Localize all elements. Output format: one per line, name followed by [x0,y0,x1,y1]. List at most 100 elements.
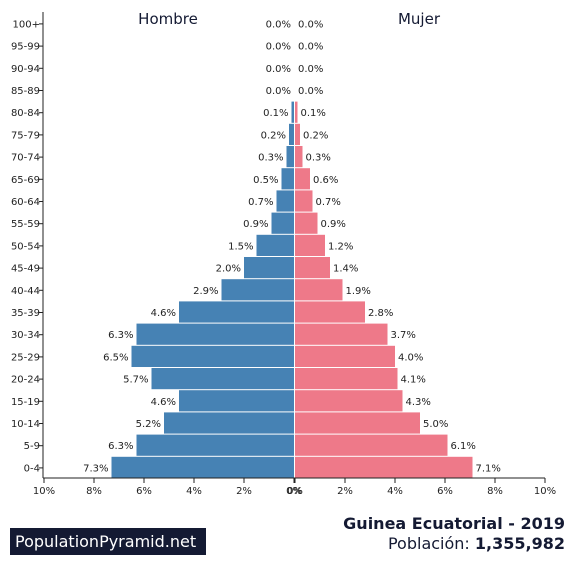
female-value-label: 0.1% [301,108,326,119]
female-value-label: 4.1% [401,375,426,386]
age-label: 65-69 [11,175,40,186]
male-value-label: 0.0% [266,19,291,30]
bar-female-0-4 [295,456,473,478]
age-label: 90-94 [11,64,40,75]
female-value-label: 5.0% [423,419,448,430]
age-label: 5-9 [24,441,40,452]
male-value-label: 0.9% [243,219,268,230]
male-value-label: 6.3% [108,330,133,341]
age-label: 50-54 [11,241,40,252]
bar-female-10-14 [295,412,420,434]
x-tick-label: 0% [287,486,303,497]
bar-male-40-44 [221,279,294,301]
female-value-label: 6.1% [451,441,476,452]
bar-male-15-19 [179,390,294,412]
female-value-label: 0.0% [298,42,323,53]
male-value-label: 1.5% [228,241,253,252]
male-value-label: 7.3% [83,463,108,474]
female-value-label: 2.8% [368,308,393,319]
male-value-label: 6.3% [108,441,133,452]
age-label: 40-44 [11,286,40,297]
male-value-label: 0.1% [263,108,288,119]
legend-male: Hombre [138,10,198,28]
bar-male-10-14 [164,412,294,434]
male-value-label: 0.0% [266,64,291,75]
value-labels: 7.3% 7.1% 6.3% 6.1% 5.2% 5.0% 4.6% 4.3% 5.7% 4.1%… [83,19,501,474]
x-tick-label: 6% [136,486,152,497]
bar-male-55-59 [271,212,294,234]
male-bars [111,101,294,478]
brand-logo: PopulationPyramid.net [10,528,206,555]
axes: 10% 8% 6% 4% 2% 0%0% 2% 4% 6% 8% 10% [33,12,556,497]
x-tick-label: 4% [387,486,403,497]
bar-male-30-34 [136,323,294,345]
x-tick-label: 8% [86,486,102,497]
bar-female-25-29 [295,345,395,367]
age-label: 70-74 [11,153,40,164]
bar-male-35-39 [179,301,294,323]
x-tick-label: 2% [236,486,252,497]
female-value-label: 0.3% [306,153,331,164]
male-value-label: 0.0% [266,42,291,53]
bar-female-45-49 [295,257,330,279]
x-tick-label: 10% [534,486,556,497]
female-value-label: 0.0% [298,64,323,75]
bar-male-65-69 [281,168,294,190]
age-axis-labels: 0-4 5-9 10-14 15-19 20-24 25-29 30-34 35-39 40-4… [11,19,40,474]
chart-title: Guinea Ecuatorial - 2019 [343,514,565,533]
female-value-label: 0.9% [321,219,346,230]
bar-female-40-44 [295,279,343,301]
age-label: 75-79 [11,130,40,141]
female-value-label: 0.0% [298,86,323,97]
population-label: Población: [387,534,470,553]
male-value-label: 6.5% [103,352,128,363]
bar-male-60-64 [276,190,294,212]
bar-female-20-24 [295,368,398,390]
x-tick-label: 10% [33,486,55,497]
bar-male-25-29 [131,345,294,367]
x-tick-label: 0% [286,486,302,497]
age-label: 100+ [13,19,40,30]
x-tick-label: 8% [487,486,503,497]
female-value-label: 7.1% [476,463,501,474]
age-label: 80-84 [11,108,40,119]
x-tick-label: 6% [437,486,453,497]
bar-male-80-84 [291,101,294,123]
age-label: 15-19 [11,397,40,408]
age-label: 0-4 [24,463,40,474]
male-value-label: 0.5% [253,175,278,186]
female-value-label: 1.2% [328,241,353,252]
female-value-label: 3.7% [391,330,416,341]
female-bars [295,101,473,478]
age-label: 95-99 [11,42,40,53]
male-value-label: 2.9% [193,286,218,297]
bar-male-5-9 [136,434,294,456]
x-tick-label: 2% [337,486,353,497]
bar-female-15-19 [295,390,403,412]
male-value-label: 5.2% [136,419,161,430]
bar-male-0-4 [111,456,294,478]
bar-female-55-59 [295,212,318,234]
bar-female-30-34 [295,323,388,345]
bar-male-20-24 [151,368,294,390]
male-value-label: 4.6% [151,308,176,319]
bar-female-35-39 [295,301,365,323]
male-value-label: 0.7% [248,197,273,208]
age-label: 55-59 [11,219,40,230]
age-label: 30-34 [11,330,40,341]
female-value-label: 0.2% [303,130,328,141]
age-label: 60-64 [11,197,40,208]
female-value-label: 0.0% [298,19,323,30]
bar-male-75-79 [289,123,294,145]
age-label: 35-39 [11,308,40,319]
male-value-label: 5.7% [123,375,148,386]
male-value-label: 0.0% [266,86,291,97]
male-value-label: 4.6% [151,397,176,408]
female-value-label: 4.0% [398,352,423,363]
bar-female-80-84 [295,101,298,123]
bar-female-75-79 [295,123,300,145]
male-value-label: 0.3% [258,153,283,164]
age-label: 20-24 [11,375,40,386]
female-value-label: 0.7% [316,197,341,208]
population-pyramid-chart: 0-4 5-9 10-14 15-19 20-24 25-29 30-34 35-39 40-4… [11,10,556,497]
